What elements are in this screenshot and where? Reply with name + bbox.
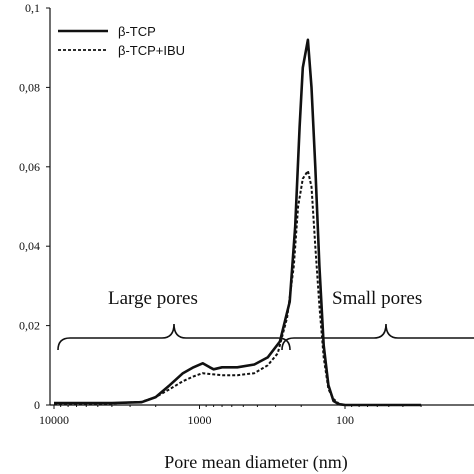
legend-label-tcp-ibu: β-TCP+IBU (118, 43, 185, 58)
y-tick-label: 0,04 (19, 239, 40, 253)
y-tick-label: 0,02 (19, 319, 40, 333)
y-tick-label: 0,06 (19, 160, 40, 174)
legend-label-tcp: β-TCP (118, 24, 156, 39)
x-tick-label: 10000 (39, 413, 69, 427)
series-line-0 (54, 38, 422, 407)
y-tick-label: 0,1 (25, 1, 40, 15)
x-axis-title: Pore mean diameter (nm) (164, 452, 347, 473)
x-tick-label: 1000 (188, 413, 212, 427)
large-pores-brace (57, 323, 291, 351)
y-tick-label: 0 (34, 398, 40, 412)
series-lines (53, 38, 422, 407)
tick-labels: 0 0,02 0,04 0,06 0,08 0,1 10000 1000 100 (19, 1, 422, 427)
axes (49, 8, 474, 406)
y-tick-label: 0,08 (19, 80, 40, 94)
small-pores-brace (281, 323, 474, 351)
x-tick-label: 100 (336, 413, 354, 427)
large-pores-label: Large pores (108, 288, 198, 309)
small-pores-label: Small pores (332, 288, 422, 309)
legend: β-TCP β-TCP+IBU (58, 24, 185, 58)
series-line-1 (53, 169, 422, 406)
